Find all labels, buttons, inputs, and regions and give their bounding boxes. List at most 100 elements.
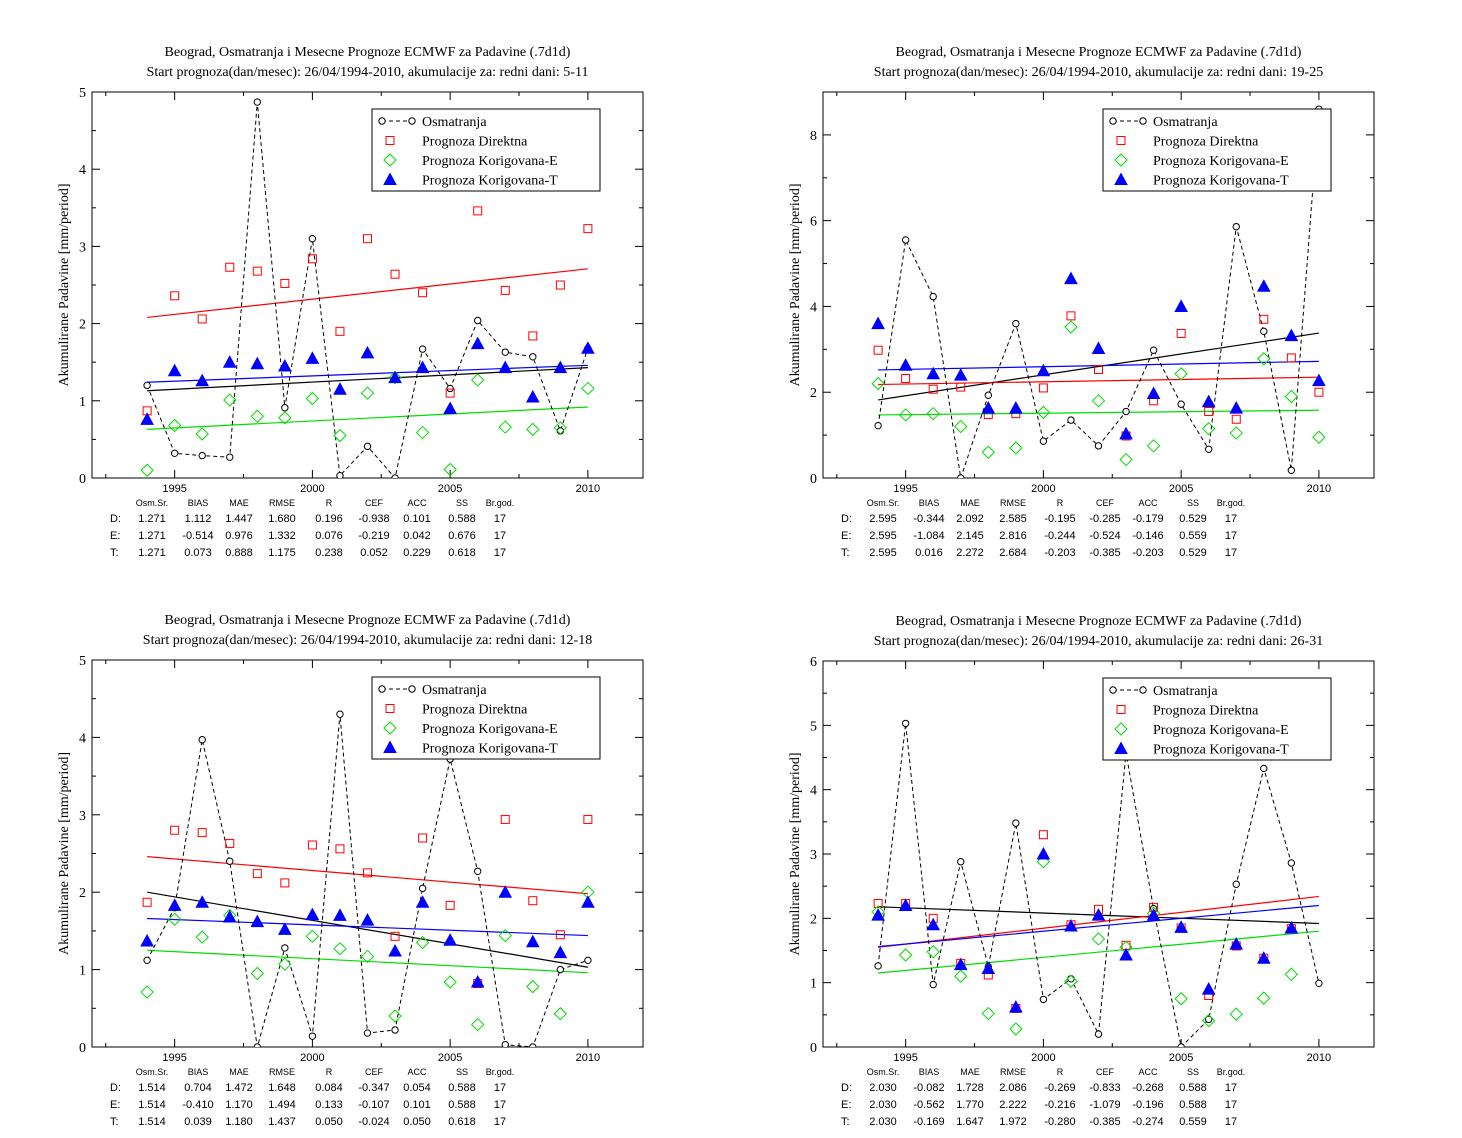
legend-label-obs: Osmatranja: [1153, 115, 1218, 130]
stats-cell: -0.195: [1044, 513, 1075, 525]
legend-label-corr_t: Prognoza Korigovana-T: [422, 174, 558, 189]
point-corr_t: [1064, 271, 1078, 285]
y-tick-label: 2: [79, 318, 86, 333]
point-corr_e: [250, 966, 265, 981]
stats-cell: -0.385: [1089, 547, 1120, 559]
point-corr_t: [388, 370, 402, 384]
chart-title: Beograd, Osmatranja i Mesecne Prognoze E…: [896, 614, 1302, 629]
point-obs: [1122, 407, 1130, 416]
trend-line-corr_t: [147, 917, 588, 937]
y-tick-label: 0: [79, 472, 86, 487]
point-corr_e: [167, 912, 182, 926]
point-obs: [1177, 400, 1185, 408]
stats-header-cell: Br.god.: [486, 1067, 515, 1077]
chart-title: Beograd, Osmatranja i Mesecne Prognoze E…: [165, 613, 571, 628]
point-obs: [874, 421, 882, 430]
point-corr_e: [1201, 1013, 1216, 1028]
point-corr_e: [1036, 405, 1051, 420]
point-direct: [1259, 314, 1269, 324]
point-corr_e: [1257, 352, 1271, 366]
series-line-osmatranja: [877, 723, 1320, 1047]
plot-area: [140, 98, 595, 478]
point-corr_t: [443, 933, 457, 946]
point-corr_e: [581, 381, 595, 396]
point-obs: [1260, 764, 1268, 773]
point-direct: [473, 206, 483, 216]
point-corr_t: [1119, 426, 1133, 440]
stats-cell: 0.588: [1179, 1099, 1207, 1111]
point-corr_t: [981, 401, 996, 414]
point-corr_e: [333, 428, 347, 443]
stats-header-cell: Br.god.: [486, 498, 515, 508]
point-corr_t: [1091, 341, 1106, 354]
point-corr_t: [1256, 951, 1271, 964]
point-obs: [143, 381, 151, 390]
stats-header-cell: ACC: [1138, 1067, 1158, 1077]
point-corr_t: [871, 316, 885, 330]
point-obs: [901, 236, 910, 244]
point-obs: [501, 348, 509, 356]
point-corr_e: [1064, 974, 1078, 989]
point-corr_t: [1201, 394, 1216, 408]
point-direct: [225, 262, 235, 272]
point-corr_e: [470, 373, 485, 387]
stats-row-label: T:: [841, 547, 850, 559]
plot-area: [140, 710, 595, 1047]
stats-cell: 0.559: [1179, 1116, 1207, 1128]
stats-row-label: T:: [110, 547, 119, 559]
legend-label-corr_t: Prognoza Korigovana-T: [1153, 743, 1289, 758]
point-corr_t: [470, 336, 485, 350]
point-obs: [418, 884, 427, 893]
stats-cell: 1.271: [138, 513, 166, 525]
point-obs: [474, 867, 482, 876]
stats-cell: 0.050: [315, 1116, 343, 1128]
point-corr_e: [926, 945, 940, 959]
point-corr_e: [526, 422, 540, 437]
stats-header-cell: CEF: [1096, 1067, 1115, 1077]
point-corr_e: [360, 949, 375, 964]
point-direct: [252, 869, 262, 879]
x-tick-label: 1995: [162, 1052, 186, 1064]
stats-cell: -1.084: [913, 530, 944, 542]
legend-marker-direct: [385, 704, 395, 713]
point-obs: [1287, 466, 1296, 474]
series-line-osmatranja: [146, 714, 589, 1047]
stats-cell: 17: [1225, 530, 1237, 542]
legend-marker-direct: [1116, 705, 1126, 714]
stats-cell: 2.092: [956, 513, 984, 525]
point-direct: [363, 868, 372, 878]
stats-row-label: T:: [841, 1116, 850, 1128]
point-direct: [363, 234, 372, 244]
stats-cell: 2.030: [869, 1082, 897, 1094]
stats-header-cell: MAE: [960, 498, 980, 508]
trend-line-obs: [878, 332, 1319, 401]
stats-cell: 1.447: [225, 513, 253, 525]
point-corr_t: [981, 961, 996, 975]
point-direct: [1314, 387, 1324, 397]
point-direct: [528, 896, 538, 906]
legend-marker-corr_e: [383, 153, 397, 167]
stats-cell: -0.146: [1132, 530, 1163, 542]
stats-cell: 2.030: [869, 1116, 897, 1128]
stats-cell: -0.562: [913, 1099, 944, 1111]
point-direct: [500, 814, 510, 824]
legend-marker-direct: [385, 136, 395, 145]
stats-header-cell: BIAS: [919, 498, 940, 508]
point-corr_e: [167, 418, 182, 433]
y-tick-label: 0: [79, 1041, 86, 1056]
stats-cell: 2.816: [999, 530, 1027, 542]
stats-cell: 1.332: [268, 530, 296, 542]
x-tick-label: 2005: [1169, 483, 1193, 495]
point-corr_e: [415, 935, 430, 950]
point-corr_t: [898, 358, 913, 371]
stats-cell: -0.347: [358, 1082, 389, 1094]
y-axis-label: Akumulirane Padavine [mm/period]: [57, 184, 72, 387]
point-obs: [253, 1043, 261, 1047]
stats-header-cell: R: [1057, 1067, 1064, 1077]
point-direct: [170, 291, 180, 301]
point-corr_e: [1174, 992, 1188, 1006]
point-obs: [143, 956, 151, 965]
x-tick-label: 2005: [438, 1052, 462, 1064]
point-corr_e: [388, 370, 402, 385]
stats-header-cell: MAE: [229, 498, 249, 508]
